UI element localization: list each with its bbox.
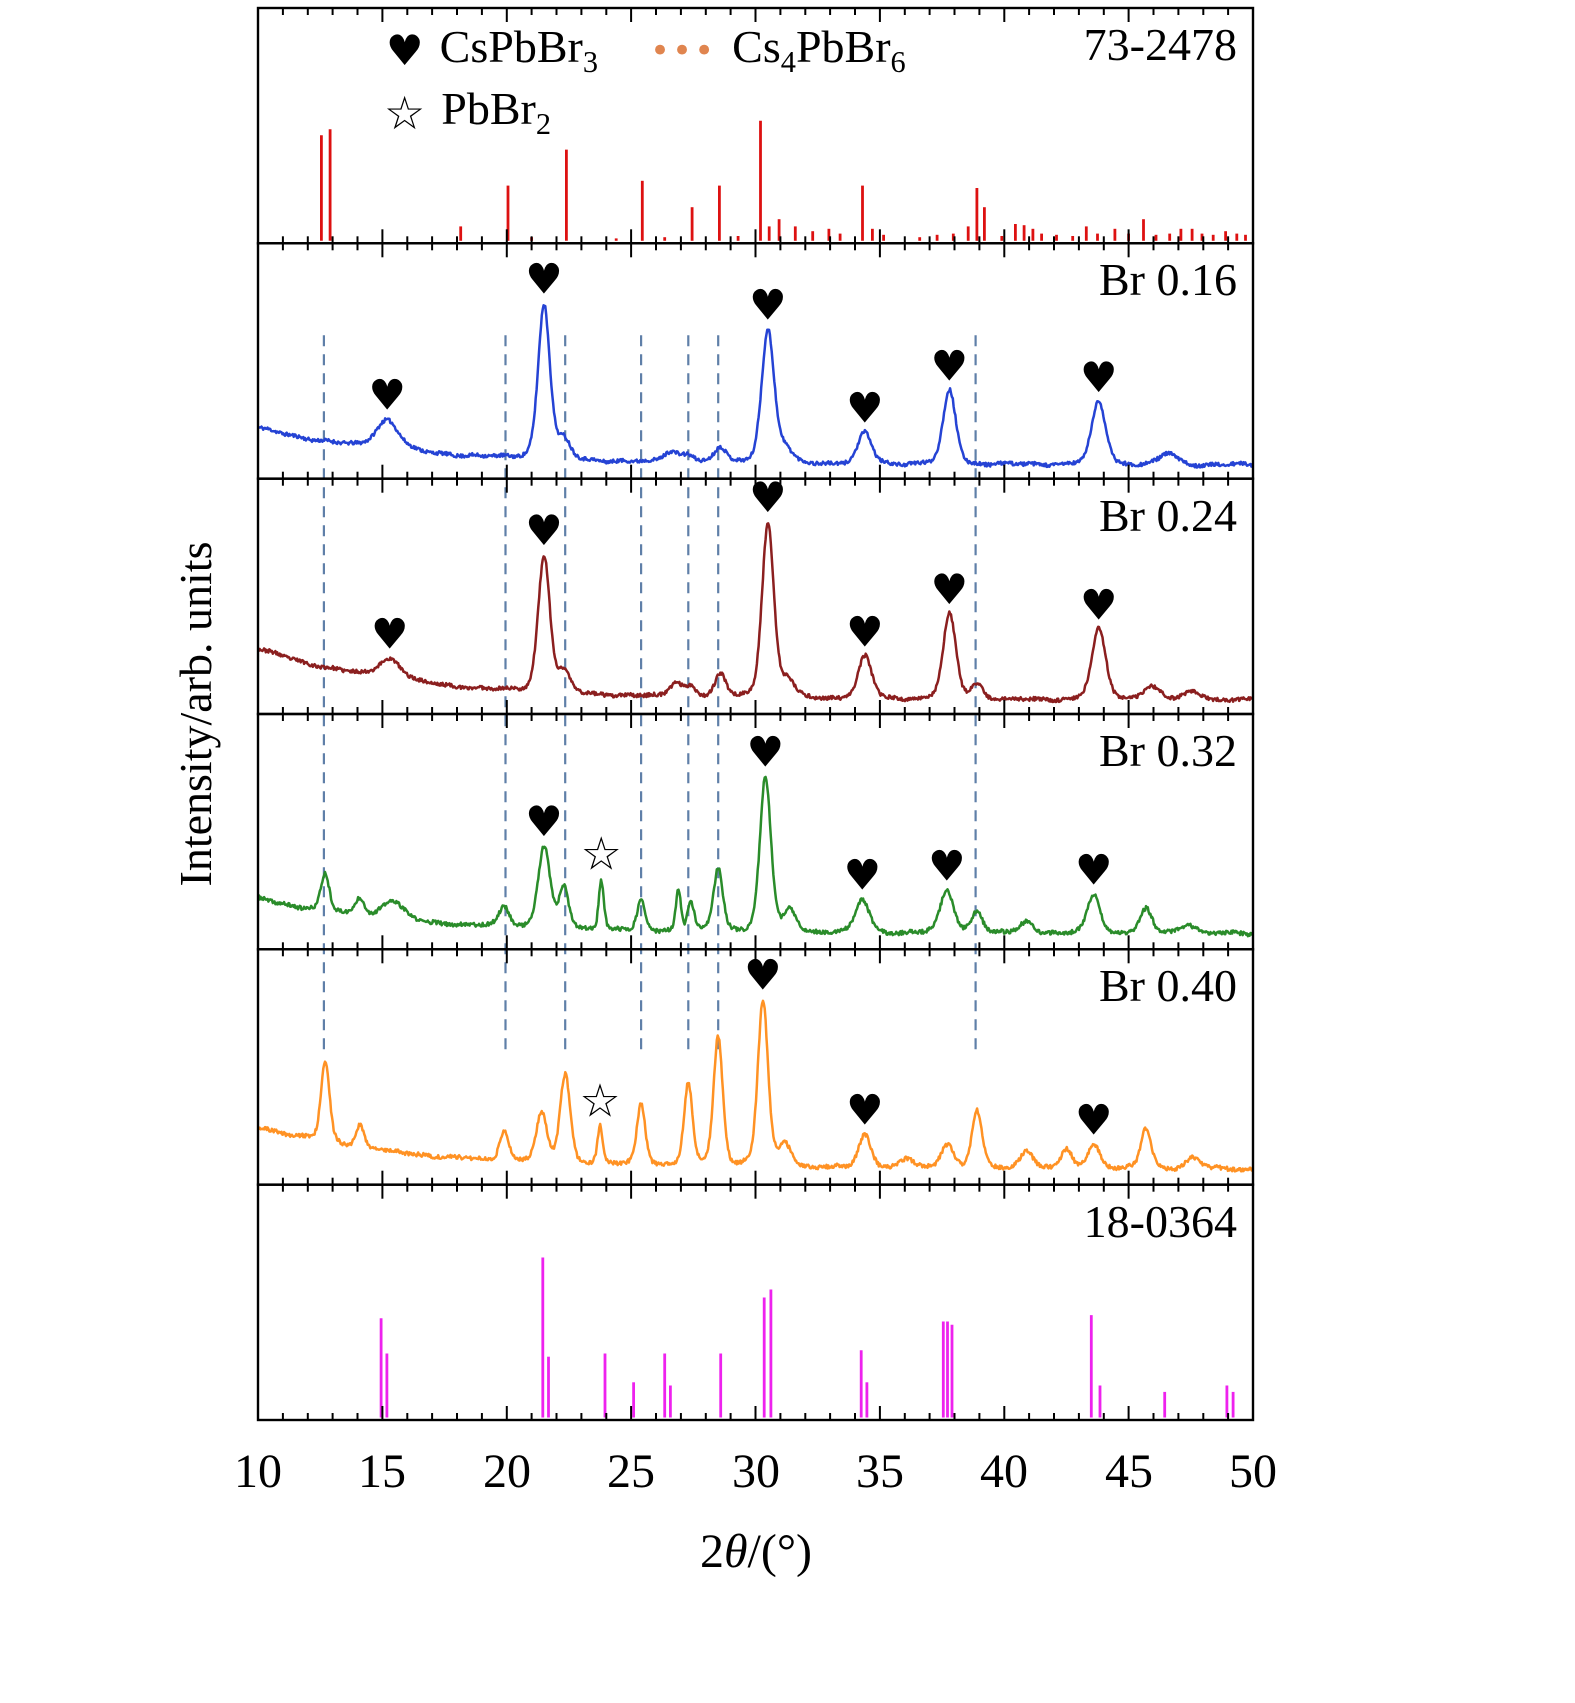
- cspbbr3-heart-marker: ♥: [1080, 581, 1118, 630]
- xrd-curve-br-0-40: [257, 999, 1254, 1173]
- legend-item-pbbr2: ☆ PbBr2: [384, 86, 551, 140]
- cspbbr3-heart-marker: ♥: [749, 281, 787, 330]
- legend-label-pbbr2: PbBr2: [441, 86, 551, 140]
- panel-label-br-024: Br 0.24: [1099, 490, 1237, 541]
- legend-text: Cs: [732, 21, 781, 72]
- cspbbr3-heart-marker: ♥: [846, 1086, 884, 1135]
- cspbbr3-heart-marker: ♥: [1080, 353, 1118, 402]
- panel-label-18-0364: 18-0364: [1083, 1196, 1237, 1247]
- legend-text: PbBr: [795, 21, 891, 72]
- x-axis-label: 2θ/(°): [700, 1528, 812, 1576]
- cspbbr3-heart-marker: ♥: [844, 850, 882, 899]
- cspbbr3-heart-marker: ♥: [525, 254, 563, 303]
- panel-border: [256, 1183, 1255, 1422]
- legend-sub: 2: [535, 107, 552, 142]
- cspbbr3-heart-marker: ♥: [931, 565, 969, 614]
- x-tick-label: 30: [732, 1445, 780, 1498]
- legend-label-cs4pbbr6: Cs4PbBr6: [732, 24, 906, 78]
- cspbbr3-heart-marker: ♥: [846, 383, 884, 432]
- panel-label-73-2478: 73-2478: [1083, 19, 1237, 70]
- x-tick-label: 20: [483, 1445, 531, 1498]
- cspbbr3-heart-marker: ♥: [744, 951, 782, 1000]
- legend-text: CsPbBr: [439, 21, 583, 72]
- heart-icon: ♥: [386, 25, 424, 75]
- dots-icon: •••: [650, 30, 717, 71]
- panel-label-br-032: Br 0.32: [1099, 725, 1237, 776]
- x-tick-label: 10: [234, 1445, 282, 1498]
- cspbbr3-heart-marker: ♥: [525, 506, 563, 555]
- cspbbr3-heart-marker: ♥: [368, 371, 406, 420]
- reference-stick-pattern: [379, 1257, 1235, 1418]
- star-icon: ☆: [384, 85, 426, 140]
- cspbbr3-heart-marker: ♥: [371, 609, 409, 658]
- xrd-curve-br-0-16: [257, 304, 1254, 469]
- x-axis-label-post: /(°): [747, 1525, 813, 1578]
- theta-symbol: θ: [723, 1525, 748, 1578]
- y-axis-label: Intensity/arb. units: [170, 541, 221, 887]
- legend-label-cspbbr3: CsPbBr3: [440, 24, 598, 78]
- legend-text: PbBr: [441, 83, 536, 134]
- xrd-curve-br-0-32: [256, 775, 1254, 938]
- legend-sub: 4: [780, 45, 796, 80]
- x-tick-label: 15: [358, 1445, 406, 1498]
- axis-ticks: [257, 243, 1254, 479]
- pbbr2-star-marker: ☆: [579, 1073, 620, 1127]
- legend-item-cspbbr3: ♥ CsPbBr3: [386, 24, 598, 78]
- legend-sub: 3: [582, 45, 599, 80]
- x-tick-label: 25: [607, 1445, 655, 1498]
- panel-label-br-040: Br 0.40: [1099, 960, 1237, 1011]
- cspbbr3-heart-marker: ♥: [525, 797, 563, 846]
- panel-label-br-016: Br 0.16: [1099, 254, 1237, 305]
- xrd-curve-br-0-24: [257, 522, 1254, 704]
- cspbbr3-heart-marker: ♥: [1075, 1095, 1113, 1144]
- cspbbr3-heart-marker: ♥: [931, 341, 969, 390]
- axis-ticks: [257, 8, 1254, 244]
- x-tick-label: 40: [980, 1445, 1028, 1498]
- pbbr2-star-marker: ☆: [581, 826, 622, 880]
- cspbbr3-heart-marker: ♥: [846, 607, 884, 656]
- x-tick-label: 45: [1105, 1445, 1153, 1498]
- x-tick-label: 35: [856, 1445, 904, 1498]
- reference-stick-pattern: [319, 120, 1247, 241]
- legend-item-cs4pbbr6: ••• Cs4PbBr6: [650, 24, 906, 78]
- cspbbr3-heart-marker: ♥: [928, 841, 966, 890]
- cspbbr3-heart-marker: ♥: [1075, 846, 1113, 895]
- x-axis-label-pre: 2: [699, 1525, 724, 1578]
- cspbbr3-heart-marker: ♥: [747, 727, 785, 776]
- legend-sub: 6: [890, 45, 906, 80]
- x-tick-label: 50: [1229, 1445, 1277, 1498]
